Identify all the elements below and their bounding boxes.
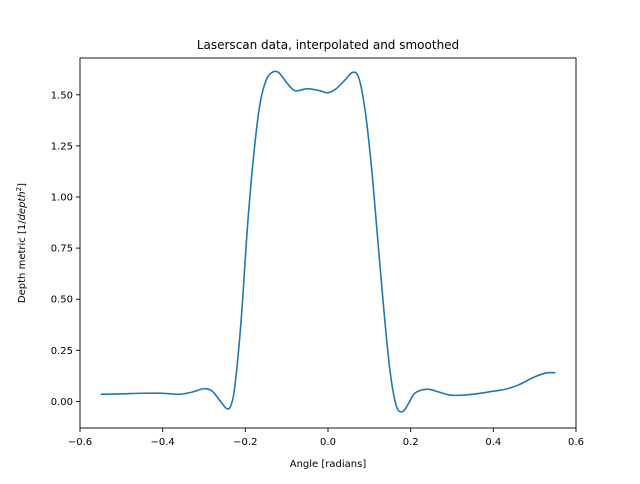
- x-tick-label: 0.2: [403, 437, 419, 448]
- plot-area: [80, 58, 576, 428]
- y-tick-label: 0.25: [51, 346, 73, 357]
- y-tick-label: 1.50: [51, 90, 73, 101]
- y-tick-label: 1.25: [51, 141, 73, 152]
- x-tick-label: −0.6: [68, 437, 92, 448]
- y-axis-label-suffix: ]: [17, 183, 28, 187]
- x-tick-label: −0.4: [151, 437, 175, 448]
- y-axis: 0.00 0.25 0.50 0.75 1.00 1.25 1.50: [51, 90, 80, 408]
- series-layer: [100, 70, 556, 413]
- series-line: [100, 70, 556, 413]
- y-axis-label: Depth metric [1/depth2]: [15, 183, 28, 303]
- y-tick-label: 0.50: [51, 295, 73, 306]
- y-axis-label-prefix: Depth metric [1/: [17, 220, 28, 303]
- y-axis-label-sup: 2: [15, 187, 23, 191]
- x-tick-label: 0.6: [568, 437, 584, 448]
- x-axis: −0.6 −0.4 −0.2 0.0 0.2 0.4 0.6: [68, 428, 584, 448]
- y-tick-label: 0.00: [51, 397, 73, 408]
- y-axis-label-italic: depth: [17, 191, 28, 220]
- x-tick-label: 0.0: [320, 437, 336, 448]
- x-tick-label: −0.2: [233, 437, 257, 448]
- chart-title: Laserscan data, interpolated and smoothe…: [197, 38, 459, 52]
- plot-frame: [79, 57, 577, 429]
- y-tick-label: 1.00: [51, 193, 73, 204]
- x-tick-label: 0.4: [485, 437, 501, 448]
- x-axis-label: Angle [radians]: [290, 459, 367, 470]
- y-tick-label: 0.75: [51, 244, 73, 255]
